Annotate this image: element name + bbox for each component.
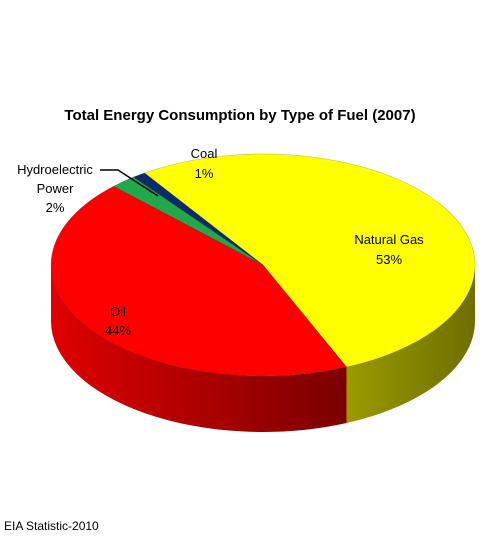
label-oil-name: Oil [110,304,126,319]
source-note: EIA Statistic-2010 [4,519,99,533]
pie-slice-oil [50,185,348,377]
label-natural-gas-value: 53% [376,252,402,267]
label-hydro-value: 2% [46,200,65,215]
chart-title: Total Energy Consumption by Type of Fuel… [64,107,415,124]
label-hydro-name-line1: Hydroelectric [17,162,93,177]
label-coal-value: 1% [195,166,214,181]
label-hydro-name-line2: Power [37,181,75,196]
pie-slice-natural-gas [143,153,476,368]
pie-slice-coal [133,172,264,266]
pie-slice-hydroelectric-power [112,176,264,266]
hydro-leader-line [100,169,159,197]
label-natural-gas-name: Natural Gas [354,232,424,247]
pie-side-oil [51,265,347,432]
label-oil-value: 44% [105,323,131,338]
label-coal-name: Coal [191,146,218,161]
pie-side-natural-gas [346,265,475,424]
